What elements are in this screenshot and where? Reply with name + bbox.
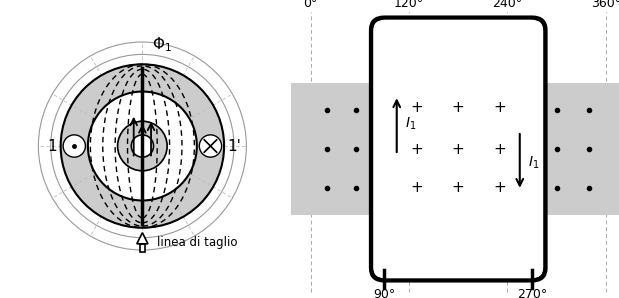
Text: 1': 1' [526,297,539,298]
Text: 1: 1 [47,139,57,153]
Text: 0°: 0° [303,0,318,10]
Text: +: + [411,142,423,156]
Text: +: + [493,180,506,195]
Text: +: + [411,180,423,195]
Text: $I_1$: $I_1$ [405,115,416,132]
Text: +: + [452,142,465,156]
Circle shape [199,135,222,157]
Bar [291,83,619,215]
FancyBboxPatch shape [371,18,545,280]
Text: 120°: 120° [394,0,424,10]
Text: 360°: 360° [591,0,619,10]
Polygon shape [137,233,148,244]
Text: +: + [493,142,506,156]
Bar [140,244,145,252]
Text: +: + [493,100,506,115]
Text: +: + [452,100,465,115]
Circle shape [63,135,85,157]
Circle shape [88,91,197,201]
Text: 1: 1 [380,297,389,298]
Circle shape [131,135,154,157]
Text: 1': 1' [228,139,241,153]
Circle shape [118,121,167,171]
Text: +: + [411,100,423,115]
Text: linea di taglio: linea di taglio [157,236,238,249]
Text: 270°: 270° [517,288,547,298]
Text: $I_1$: $I_1$ [528,154,539,171]
Text: 90°: 90° [373,288,396,298]
Circle shape [61,64,224,228]
FancyBboxPatch shape [373,20,543,278]
Text: +: + [452,180,465,195]
Text: 240°: 240° [492,0,522,10]
Text: $\Phi_1$: $\Phi_1$ [152,36,172,55]
